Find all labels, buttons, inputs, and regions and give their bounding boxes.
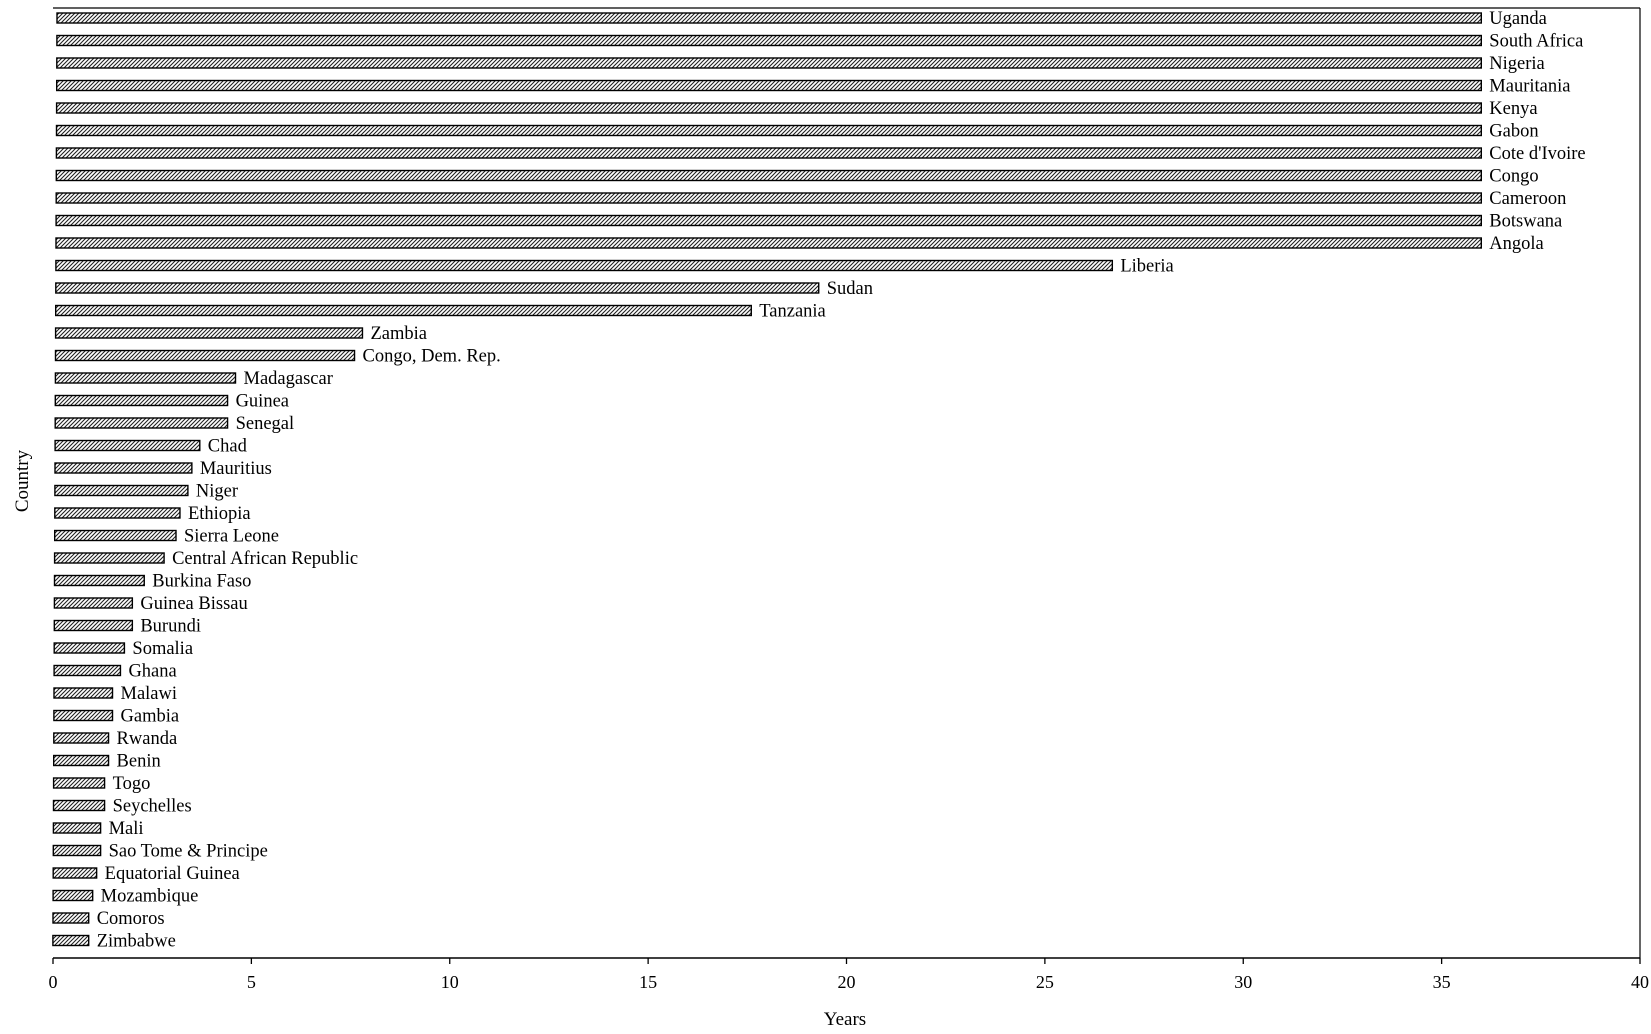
bar (55, 214, 1482, 227)
x-tick-label: 25 (1036, 972, 1054, 992)
bar (56, 34, 1483, 47)
bar-label: Mozambique (101, 887, 199, 907)
bar-label: Cote d'Ivoire (1489, 144, 1585, 164)
bar-label: Sierra Leone (184, 527, 279, 547)
bar (55, 147, 1483, 159)
bar (53, 664, 122, 677)
bar-label: Malawi (121, 684, 178, 704)
x-tick-label: 10 (441, 972, 459, 992)
x-tick-label: 0 (49, 972, 58, 992)
bar (52, 777, 106, 789)
bar (52, 889, 94, 902)
x-tick-label: 40 (1631, 972, 1649, 992)
bar (52, 822, 102, 834)
bar-label: Seychelles (113, 797, 192, 817)
bar-label: South Africa (1489, 32, 1583, 52)
bar (56, 79, 1482, 92)
bar (54, 507, 181, 519)
bar-label: Kenya (1489, 99, 1537, 119)
bar-label: Gabon (1489, 122, 1538, 142)
bar (54, 529, 177, 542)
x-tick-label: 5 (247, 972, 256, 992)
bar-label: Rwanda (117, 729, 178, 749)
bar-label: Niger (196, 482, 238, 502)
bar (54, 439, 201, 452)
bar-label: Central African Republic (172, 549, 358, 569)
bar-label: Tanzania (759, 302, 826, 322)
bar-label: Gambia (121, 707, 180, 727)
bar (53, 709, 114, 722)
bar-label: Benin (117, 752, 161, 772)
bar (53, 642, 126, 654)
x-tick-label: 15 (639, 972, 657, 992)
bar-label: Mauritius (200, 459, 272, 479)
x-axis-title: Years (824, 1009, 866, 1030)
bar (55, 124, 1483, 137)
bar (55, 102, 1482, 114)
x-tick-label: 30 (1234, 972, 1252, 992)
bar-label: Liberia (1120, 257, 1173, 277)
bar (52, 844, 102, 857)
bar (53, 552, 165, 564)
bar (54, 462, 193, 474)
bar (55, 304, 752, 317)
bar (54, 394, 229, 407)
bar (54, 372, 237, 384)
bar-label: Uganda (1489, 9, 1547, 29)
x-tick-label: 20 (838, 972, 856, 992)
bar-label: Guinea Bissau (140, 594, 247, 614)
x-ticks: 0 5 10 15 20 25 30 35 40 (49, 958, 1649, 992)
bar (54, 349, 356, 362)
bar-label: Zambia (370, 324, 427, 344)
bar (53, 687, 114, 699)
y-axis-title: Country (12, 449, 33, 512)
bar (53, 754, 110, 767)
bar-label: Ghana (128, 662, 176, 682)
bar-label: Chad (208, 437, 248, 457)
bar-label: Mali (109, 819, 144, 839)
bar-label: Equatorial Guinea (105, 864, 240, 884)
bar-label: Burundi (140, 617, 201, 637)
bar (56, 12, 1483, 24)
bar (54, 484, 189, 497)
bar-label: Somalia (132, 639, 193, 659)
bar (52, 799, 106, 812)
bar-label: Angola (1489, 234, 1543, 254)
bar-label: Sao Tome & Principe (109, 842, 268, 862)
bar (55, 237, 1483, 249)
bar-label: Madagascar (244, 369, 333, 389)
bar-label: Nigeria (1489, 54, 1544, 74)
bar (53, 732, 110, 744)
bar-label: Comoros (97, 909, 165, 929)
bar-label: Burkina Faso (152, 572, 251, 592)
bar (52, 912, 90, 924)
bar-label: Congo (1489, 167, 1538, 187)
bar-label: Botswana (1489, 212, 1562, 232)
bar (53, 619, 134, 632)
bar-label: Ethiopia (188, 504, 251, 524)
bar (52, 934, 90, 947)
bar (52, 867, 98, 879)
bar (55, 169, 1482, 182)
bar (54, 327, 364, 339)
bar (53, 574, 145, 587)
bar-label: Cameroon (1489, 189, 1566, 209)
x-tick-label: 35 (1433, 972, 1451, 992)
bar (54, 417, 229, 429)
bar (55, 192, 1482, 204)
bar-label: Togo (113, 774, 151, 794)
bar-label: Congo, Dem. Rep. (363, 347, 501, 367)
bar (56, 57, 1482, 69)
bar-label: Senegal (236, 414, 295, 434)
bar-label: Sudan (827, 279, 873, 299)
bar (55, 282, 820, 294)
bar (53, 597, 134, 609)
bar-label: Mauritania (1489, 77, 1570, 97)
bar (55, 259, 1114, 272)
bar-label: Zimbabwe (97, 932, 176, 952)
bar-label: Guinea (236, 392, 289, 412)
